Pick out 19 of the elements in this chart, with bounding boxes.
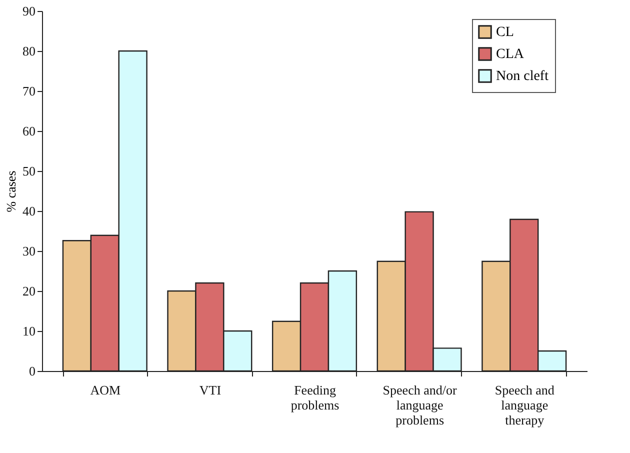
- legend-label: Non cleft: [496, 69, 549, 84]
- y-tick-label: 20: [22, 284, 36, 298]
- y-tick-label: 10: [22, 324, 36, 338]
- y-axis-title: % cases: [4, 170, 18, 212]
- y-tick-label: 50: [22, 164, 36, 178]
- legend-label: CLA: [496, 47, 525, 62]
- y-tick-label: 0: [29, 364, 36, 378]
- y-tick-label: 30: [22, 244, 36, 258]
- x-tick-label: AOM: [90, 382, 121, 398]
- x-tick-label: VTI: [199, 382, 222, 398]
- x-tick-label: Feeding problems: [290, 382, 340, 412]
- x-tick-label: Speech and/or language problems: [382, 382, 458, 428]
- y-tick-label: 60: [22, 124, 36, 138]
- y-tick-label: 80: [22, 44, 36, 58]
- x-tick-label: Speech and language therapy: [494, 382, 555, 428]
- y-tick-label: 70: [22, 84, 36, 98]
- legend-label: CL: [496, 25, 514, 40]
- y-tick-label: 40: [22, 204, 36, 218]
- y-tick-label: 90: [22, 4, 36, 18]
